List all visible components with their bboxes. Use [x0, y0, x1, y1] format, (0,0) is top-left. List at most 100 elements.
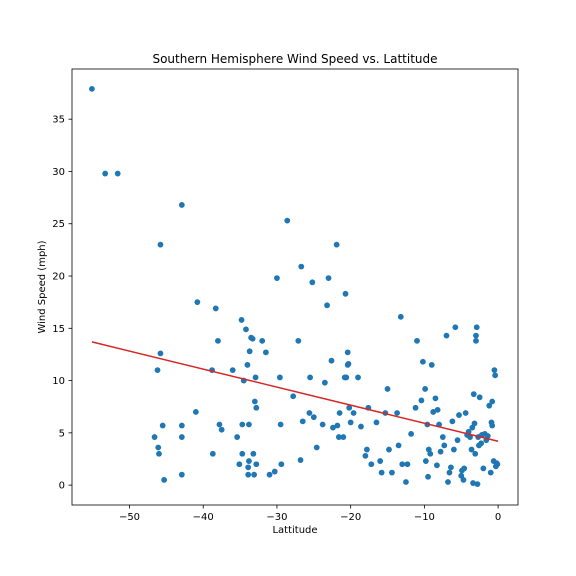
data-point: [456, 412, 462, 418]
data-point: [178, 202, 185, 208]
y-tick-label: 15: [52, 324, 65, 335]
data-point: [253, 404, 260, 411]
data-point: [473, 332, 479, 339]
data-point: [347, 419, 354, 426]
data-point: [487, 469, 494, 476]
data-point: [439, 434, 446, 440]
y-tick-label: 10: [52, 376, 65, 387]
data-point: [470, 391, 477, 398]
points-layer: [89, 85, 501, 487]
data-point: [468, 446, 475, 453]
data-point: [157, 241, 164, 248]
data-point: [358, 423, 364, 430]
data-point: [266, 471, 273, 478]
data-point: [363, 446, 370, 453]
data-point: [434, 406, 441, 413]
data-point: [313, 444, 320, 451]
data-point: [345, 360, 352, 367]
data-point: [194, 299, 201, 306]
data-point: [449, 418, 456, 425]
data-point: [234, 434, 241, 440]
data-point: [480, 465, 487, 472]
data-point: [271, 468, 278, 475]
data-point: [215, 337, 221, 344]
y-tick-label: 0: [59, 481, 65, 492]
y-tick-label: 20: [52, 272, 65, 283]
data-point: [404, 461, 411, 468]
x-axis-ticks: −50 −40 −30 −20 −10 0: [119, 505, 501, 523]
data-point: [251, 398, 258, 405]
data-point: [403, 479, 409, 485]
data-point: [157, 350, 164, 357]
x-tick-label: −50: [119, 512, 140, 523]
data-point: [476, 394, 483, 401]
x-tick-label: −20: [340, 512, 361, 523]
data-point: [489, 398, 496, 405]
data-point: [460, 477, 467, 483]
data-point: [274, 275, 280, 282]
data-point: [298, 263, 305, 270]
data-point: [284, 217, 291, 224]
data-point: [441, 442, 448, 449]
data-point: [321, 379, 328, 386]
data-point: [422, 458, 429, 464]
regression-layer: [91, 341, 499, 442]
data-point: [178, 422, 185, 429]
data-point: [236, 461, 243, 468]
data-point: [430, 409, 437, 415]
data-point: [243, 326, 249, 333]
x-tick-label: −10: [414, 512, 435, 523]
data-point: [114, 170, 121, 177]
data-point: [446, 469, 453, 476]
data-point: [159, 422, 166, 429]
data-point: [325, 275, 332, 282]
data-point: [445, 479, 451, 485]
data-point: [486, 402, 493, 409]
data-point: [262, 349, 269, 356]
data-point: [295, 337, 302, 344]
data-point: [229, 367, 236, 374]
data-point: [461, 465, 468, 472]
data-point: [306, 410, 313, 416]
data-point: [395, 442, 402, 449]
y-tick-label: 5: [59, 428, 65, 439]
data-point: [309, 279, 316, 286]
data-point: [209, 450, 216, 457]
data-point: [432, 395, 439, 402]
data-point: [259, 337, 266, 344]
data-point: [252, 374, 259, 381]
data-point: [178, 434, 185, 440]
data-point: [290, 393, 297, 400]
data-point: [299, 418, 306, 425]
data-point: [450, 446, 457, 453]
data-point: [212, 305, 219, 312]
data-point: [355, 374, 361, 381]
data-point: [394, 410, 401, 416]
data-point: [494, 461, 501, 468]
data-point: [239, 450, 246, 457]
data-point: [386, 446, 392, 453]
y-tick-label: 35: [52, 115, 65, 126]
x-axis-label: Lattitude: [272, 525, 317, 536]
data-point: [328, 357, 335, 364]
data-point: [422, 386, 429, 392]
data-point: [344, 349, 351, 356]
data-point: [427, 450, 434, 457]
data-point: [246, 421, 252, 428]
data-point: [246, 348, 253, 355]
data-point: [216, 421, 223, 428]
data-point: [297, 457, 304, 463]
data-point: [437, 448, 444, 455]
data-point: [343, 374, 350, 381]
data-point: [470, 480, 476, 486]
data-point: [462, 410, 469, 416]
data-point: [473, 324, 480, 331]
data-point: [378, 469, 385, 476]
data-point: [310, 414, 317, 421]
data-point: [452, 324, 459, 331]
data-point: [319, 421, 326, 428]
data-point: [473, 337, 479, 344]
data-point: [250, 450, 257, 457]
data-point: [412, 404, 419, 411]
data-point: [418, 397, 425, 404]
